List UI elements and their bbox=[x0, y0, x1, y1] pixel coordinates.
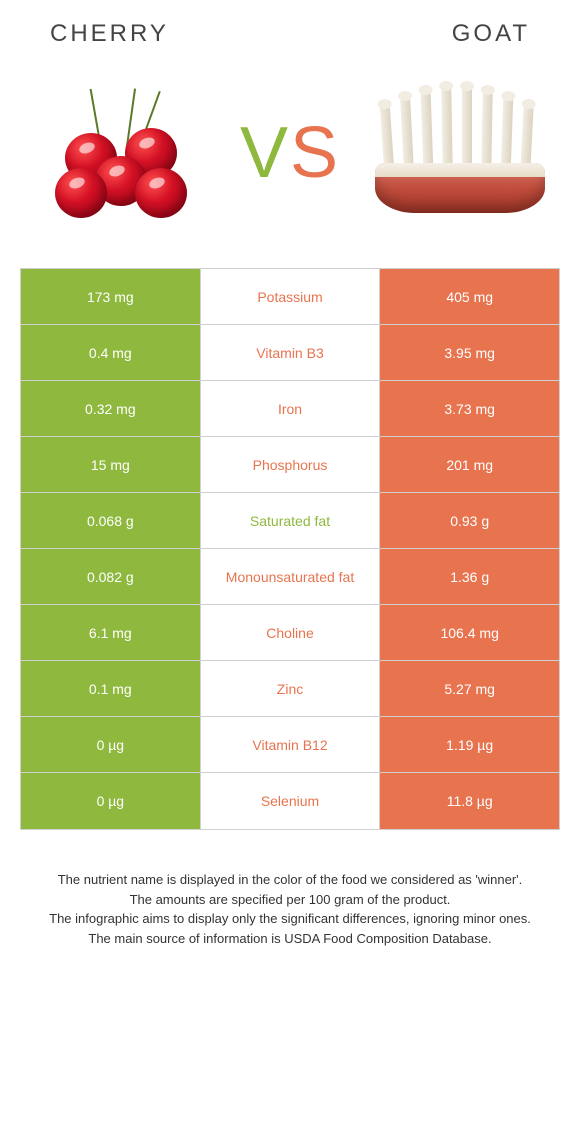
goat-image bbox=[370, 73, 550, 233]
nutrient-table: 173 mgPotassium405 mg0.4 mgVitamin B33.9… bbox=[20, 268, 560, 830]
value-left: 15 mg bbox=[21, 437, 201, 492]
vs-v: V bbox=[240, 113, 290, 193]
header: CHERRY GOAT bbox=[0, 0, 580, 58]
value-left: 6.1 mg bbox=[21, 605, 201, 660]
nutrient-label: Zinc bbox=[201, 661, 381, 716]
nutrient-label: Monounsaturated fat bbox=[201, 549, 381, 604]
value-right: 201 mg bbox=[380, 437, 559, 492]
table-row: 0 µgVitamin B121.19 µg bbox=[21, 717, 559, 773]
table-row: 0 µgSelenium11.8 µg bbox=[21, 773, 559, 829]
nutrient-label: Vitamin B3 bbox=[201, 325, 381, 380]
value-right: 3.95 mg bbox=[380, 325, 559, 380]
table-row: 173 mgPotassium405 mg bbox=[21, 269, 559, 325]
table-row: 0.32 mgIron3.73 mg bbox=[21, 381, 559, 437]
footer-notes: The nutrient name is displayed in the co… bbox=[0, 830, 580, 968]
footer-line: The main source of information is USDA F… bbox=[30, 929, 550, 949]
table-row: 15 mgPhosphorus201 mg bbox=[21, 437, 559, 493]
table-row: 0.082 gMonounsaturated fat1.36 g bbox=[21, 549, 559, 605]
cherry-image bbox=[30, 73, 210, 233]
vs-label: VS bbox=[240, 112, 340, 194]
value-right: 1.36 g bbox=[380, 549, 559, 604]
table-row: 0.1 mgZinc5.27 mg bbox=[21, 661, 559, 717]
value-right: 5.27 mg bbox=[380, 661, 559, 716]
footer-line: The infographic aims to display only the… bbox=[30, 909, 550, 929]
value-left: 173 mg bbox=[21, 269, 201, 324]
footer-line: The amounts are specified per 100 gram o… bbox=[30, 890, 550, 910]
value-left: 0.4 mg bbox=[21, 325, 201, 380]
table-row: 0.4 mgVitamin B33.95 mg bbox=[21, 325, 559, 381]
value-left: 0.1 mg bbox=[21, 661, 201, 716]
value-right: 405 mg bbox=[380, 269, 559, 324]
nutrient-label: Saturated fat bbox=[201, 493, 381, 548]
nutrient-label: Choline bbox=[201, 605, 381, 660]
value-left: 0.32 mg bbox=[21, 381, 201, 436]
nutrient-label: Phosphorus bbox=[201, 437, 381, 492]
value-left: 0 µg bbox=[21, 717, 201, 772]
nutrient-label: Vitamin B12 bbox=[201, 717, 381, 772]
value-right: 3.73 mg bbox=[380, 381, 559, 436]
footer-line: The nutrient name is displayed in the co… bbox=[30, 870, 550, 890]
nutrient-label: Selenium bbox=[201, 773, 381, 829]
header-right: GOAT bbox=[452, 20, 530, 48]
header-left: CHERRY bbox=[50, 20, 169, 48]
nutrient-label: Iron bbox=[201, 381, 381, 436]
hero: VS bbox=[0, 58, 580, 258]
value-right: 1.19 µg bbox=[380, 717, 559, 772]
value-left: 0.082 g bbox=[21, 549, 201, 604]
vs-s: S bbox=[290, 113, 340, 193]
value-right: 106.4 mg bbox=[380, 605, 559, 660]
table-row: 0.068 gSaturated fat0.93 g bbox=[21, 493, 559, 549]
value-left: 0 µg bbox=[21, 773, 201, 829]
table-row: 6.1 mgCholine106.4 mg bbox=[21, 605, 559, 661]
nutrient-label: Potassium bbox=[201, 269, 381, 324]
value-right: 11.8 µg bbox=[380, 773, 559, 829]
value-right: 0.93 g bbox=[380, 493, 559, 548]
value-left: 0.068 g bbox=[21, 493, 201, 548]
